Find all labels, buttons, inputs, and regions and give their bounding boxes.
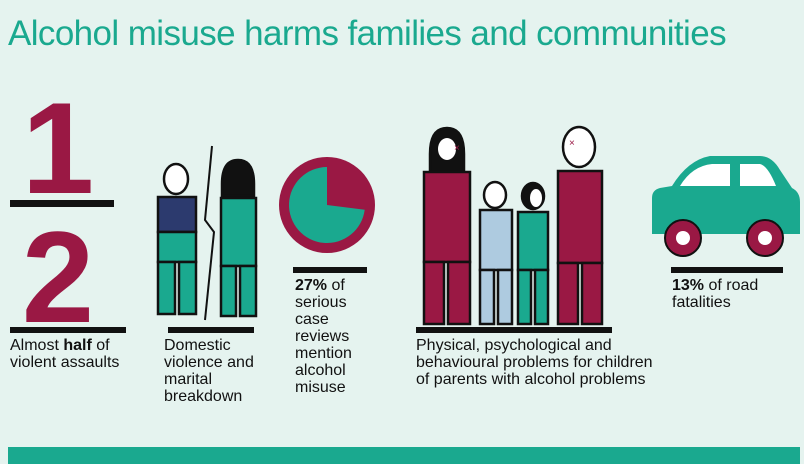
- children-underline: [416, 327, 612, 333]
- reviews-caption: 27% of serious case reviews mention alco…: [295, 277, 375, 396]
- assaults-caption-bold: half: [63, 337, 92, 354]
- reviews-caption-post: of serious case reviews mention alcohol …: [295, 277, 352, 396]
- road-caption-post: of road fatalities: [672, 277, 759, 311]
- assaults-caption: Almost half of violent assaults: [10, 337, 130, 371]
- page-title: Alcohol misuse harms families and commun…: [8, 14, 727, 53]
- fraction-denominator: 2: [22, 204, 94, 350]
- assaults-caption-post: of violent assaults: [10, 337, 120, 371]
- bottom-bar: [8, 447, 800, 464]
- fraction-bar: [10, 200, 114, 207]
- assaults-underline: [10, 327, 126, 333]
- reviews-pie-icon: [279, 157, 375, 273]
- assaults-caption-pre: Almost: [10, 337, 64, 354]
- svg-text:×: ×: [454, 143, 460, 154]
- road-caption-bold: 13%: [672, 277, 705, 294]
- car-icon: [652, 156, 800, 273]
- pie-slice-27: [289, 167, 365, 243]
- reviews-caption-bold: 27%: [295, 277, 328, 294]
- road-underline: [671, 267, 783, 273]
- children-caption: Physical, psychological and behavioural …: [416, 337, 653, 388]
- domestic-caption: Domestic violence and marital breakdown: [164, 337, 254, 405]
- family-icon: × ×: [416, 125, 612, 333]
- couple-icon: [156, 145, 258, 333]
- svg-text:×: ×: [569, 138, 575, 149]
- reviews-underline: [293, 267, 367, 273]
- fraction-numerator: 1: [22, 75, 94, 221]
- fraction-graphic: 1 2: [10, 75, 126, 350]
- domestic-underline: [168, 327, 254, 333]
- road-caption: 13% of road fatalities: [672, 277, 794, 311]
